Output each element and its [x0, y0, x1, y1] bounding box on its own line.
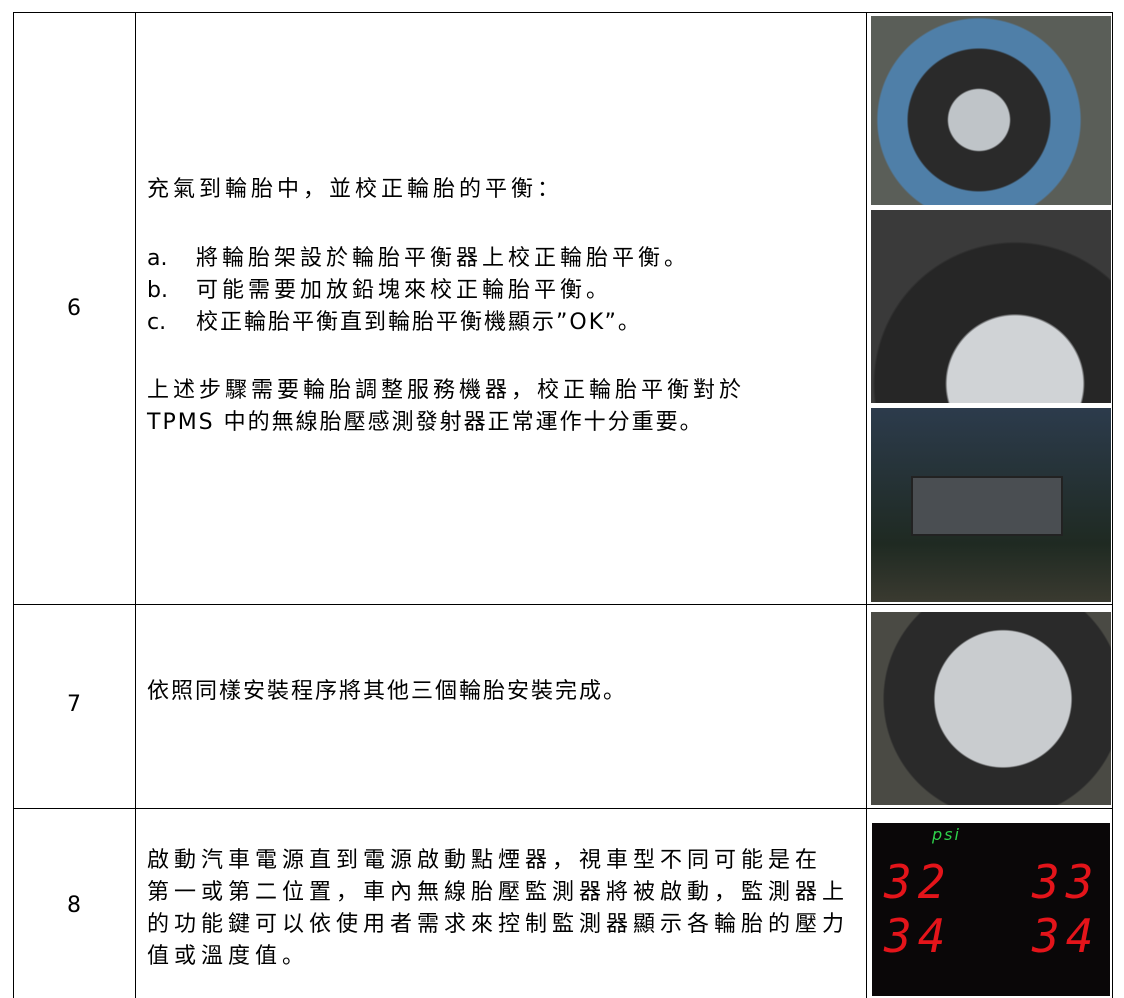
step-line: 值或溫度值。 [147, 944, 310, 969]
pressure-front-right: 33 [1032, 855, 1100, 909]
pressure-rear-left: 34 [884, 909, 952, 963]
row-border [13, 808, 1113, 809]
step-text: 依照同樣安裝程序將其他三個輪胎安裝完成。 [147, 679, 628, 704]
item-marker: c. [147, 310, 167, 335]
table-border [1112, 12, 1113, 998]
device-panel [911, 476, 1063, 536]
tpms-display: psi 32 33 34 34 [872, 823, 1110, 996]
step-line: 的功能鍵可以依使用者需求來控制監測器顯示各輪胎的壓力 [147, 912, 850, 937]
table-border [13, 12, 14, 998]
item-text: 校正輪胎平衡直到輪胎平衡機顯示”OK”。 [196, 310, 642, 335]
photo-wheel-weight [871, 210, 1111, 403]
column-border [866, 12, 867, 998]
step-line: 啟動汽車電源直到電源啟動點煙器，視車型不同可能是在 [147, 848, 823, 873]
note-line: TPMS 中的無線胎壓感測發射器正常運作十分重要。 [147, 410, 704, 435]
note-line: 上述步驟需要輪胎調整服務機器，校正輪胎平衡對於 [147, 378, 746, 403]
step-number: 7 [67, 692, 81, 717]
item-marker: a. [147, 246, 168, 271]
pressure-rear-right: 34 [1032, 909, 1100, 963]
photo-balancer-display [871, 408, 1111, 602]
photo-wheel-install [871, 612, 1111, 805]
column-border [135, 12, 136, 998]
unit-label: psi [932, 825, 961, 844]
photo-tire-balancer [871, 16, 1111, 205]
table-border [13, 12, 1113, 13]
item-text: 可能需要加放鉛塊來校正輪胎平衡。 [196, 278, 613, 303]
step-number: 6 [67, 296, 81, 321]
row-border [13, 604, 1113, 605]
item-text: 將輪胎架設於輪胎平衡器上校正輪胎平衡。 [196, 246, 691, 271]
item-marker: b. [147, 278, 168, 303]
step-intro: 充氣到輪胎中，並校正輪胎的平衡： [147, 177, 564, 202]
pressure-front-left: 32 [884, 855, 952, 909]
step-number: 8 [67, 893, 81, 918]
step-line: 第一或第二位置，車內無線胎壓監測器將被啟動，監測器上 [147, 880, 850, 905]
